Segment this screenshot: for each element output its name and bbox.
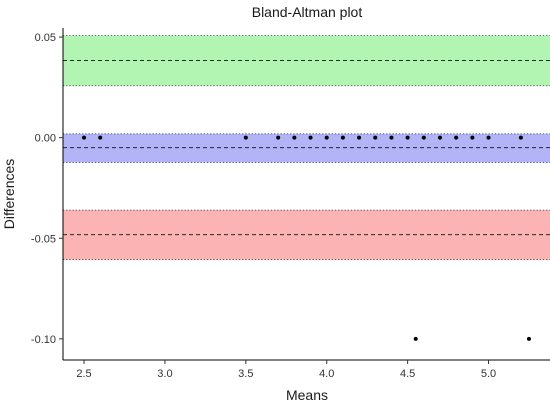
x-tick-label-1: 3.0: [157, 368, 172, 380]
band-ci-rect-0: [63, 35, 550, 86]
data-point-8: [357, 135, 362, 140]
x-tick-label-0: 2.5: [76, 368, 91, 380]
data-point-16: [486, 135, 491, 140]
data-point-15: [470, 135, 475, 140]
axes: 0.05 0.00 -0.05 -0.10 2.5 3.0 3.5 4.0 4.5 5.0: [31, 28, 550, 380]
data-points: [82, 135, 531, 341]
data-point-1: [98, 135, 103, 140]
data-point-19: [526, 336, 531, 341]
x-tick-label-5: 5.0: [481, 368, 496, 380]
data-point-10: [389, 135, 394, 140]
data-point-18: [413, 336, 418, 341]
y-tick-label-3: -0.10: [31, 334, 56, 346]
data-point-7: [340, 135, 345, 140]
x-tick-label-3: 4.0: [319, 368, 334, 380]
data-point-9: [373, 135, 378, 140]
data-point-4: [292, 135, 297, 140]
x-tick-label-4: 4.5: [400, 368, 415, 380]
data-point-0: [82, 135, 87, 140]
x-tick-label-2: 3.5: [238, 368, 253, 380]
x-axis-title: Means: [286, 387, 328, 403]
data-point-2: [243, 135, 248, 140]
y-tick-label-1: 0.00: [35, 133, 56, 145]
agreement-bands: [63, 35, 550, 260]
y-tick-label-2: -0.05: [31, 233, 56, 245]
band-ci-rect-2: [63, 210, 550, 260]
data-point-3: [276, 135, 281, 140]
y-axis-title: Differences: [1, 159, 17, 230]
data-point-12: [421, 135, 426, 140]
band-ci-rect-1: [63, 133, 550, 163]
data-point-5: [308, 135, 313, 140]
data-point-11: [405, 135, 410, 140]
chart-title: Bland-Altman plot: [252, 4, 363, 20]
data-point-6: [324, 135, 329, 140]
data-point-14: [454, 135, 459, 140]
data-point-17: [518, 135, 523, 140]
data-point-13: [437, 135, 442, 140]
y-tick-label-0: 0.05: [35, 32, 56, 44]
